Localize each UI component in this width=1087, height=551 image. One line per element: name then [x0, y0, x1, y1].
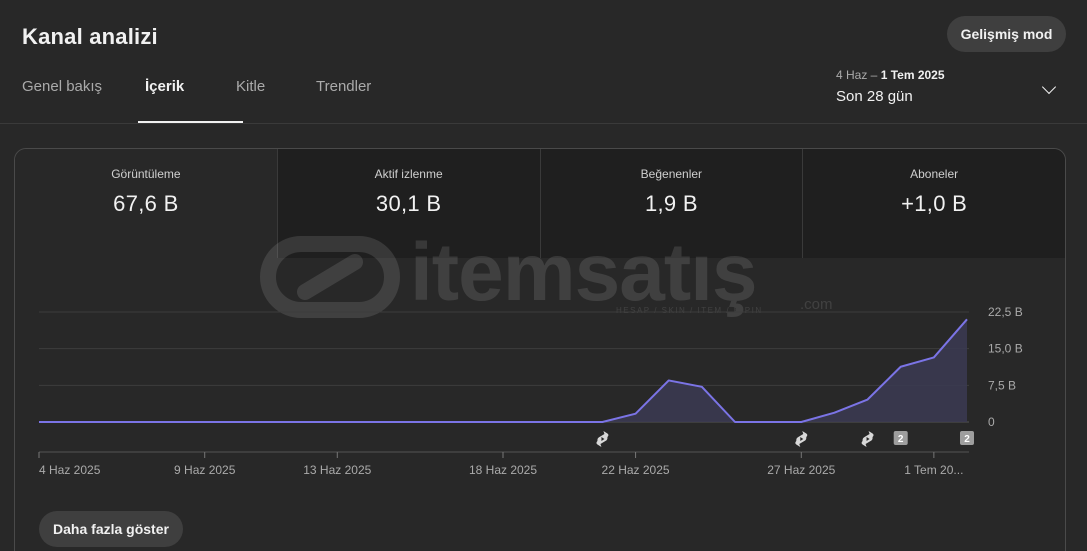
metric-likes[interactable]: Beğenenler 1,9 B — [540, 149, 804, 258]
x-tick-label: 22 Haz 2025 — [602, 463, 670, 477]
series-area — [39, 319, 967, 422]
date-range-picker[interactable]: 4 Haz – 1 Tem 2025 Son 28 gün — [836, 68, 1066, 112]
date-range-end: 1 Tem 2025 — [880, 68, 945, 82]
metric-engaged-views[interactable]: Aktif izlenme 30,1 B — [277, 149, 541, 258]
shorts-icon[interactable] — [596, 431, 609, 447]
count-badge-label: 2 — [964, 434, 970, 445]
y-tick-label: 0 — [988, 415, 995, 429]
metric-label: Aktif izlenme — [374, 167, 443, 181]
tab-divider — [0, 123, 1087, 124]
series-line — [39, 318, 968, 423]
x-tick-label: 27 Haz 2025 — [767, 463, 835, 477]
shorts-icon[interactable] — [861, 431, 874, 447]
y-tick-label: 15,0 B — [988, 342, 1023, 356]
y-tick-label: 7,5 B — [988, 378, 1016, 392]
shorts-icon[interactable] — [795, 431, 808, 447]
count-badge-label: 2 — [898, 434, 904, 445]
advanced-mode-button[interactable]: Gelişmiş mod — [947, 16, 1066, 52]
metric-views[interactable]: Görüntüleme 67,6 B — [15, 149, 278, 258]
metric-label: Aboneler — [910, 167, 959, 181]
page-title: Kanal analizi — [22, 24, 158, 49]
tab-bar: Genel bakış İçerik Kitle Trendler — [22, 78, 371, 124]
date-range-start: 4 Haz – — [836, 68, 878, 82]
metric-value: 30,1 B — [375, 191, 442, 216]
metric-tabs: Görüntüleme 67,6 B Aktif izlenme 30,1 B … — [15, 149, 1065, 258]
x-tick-label: 18 Haz 2025 — [469, 463, 537, 477]
count-badge — [893, 431, 908, 445]
x-tick-label: 1 Tem 20... — [904, 463, 963, 477]
metric-subscribers[interactable]: Aboneler +1,0 B — [803, 149, 1065, 258]
y-tick-label: 22,5 B — [988, 305, 1023, 319]
date-range-text: 4 Haz – 1 Tem 2025 — [836, 68, 1066, 82]
x-tick-label: 4 Haz 2025 — [39, 463, 101, 477]
show-more-button[interactable]: Daha fazla göster — [39, 511, 183, 547]
metric-label: Görüntüleme — [111, 167, 181, 181]
tab-content[interactable]: İçerik — [138, 78, 243, 124]
tab-audience[interactable]: Kitle — [236, 78, 266, 95]
count-badge — [960, 431, 974, 445]
metric-value: +1,0 B — [901, 191, 968, 216]
x-tick-label: 9 Haz 2025 — [174, 463, 236, 477]
metric-value: 1,9 B — [644, 191, 698, 216]
tab-trends[interactable]: Trendler — [316, 78, 372, 95]
metric-value: 67,6 B — [113, 191, 179, 216]
tab-overview[interactable]: Genel bakış — [22, 78, 103, 95]
x-tick-label: 13 Haz 2025 — [303, 463, 371, 477]
metric-label: Beğenenler — [640, 167, 703, 181]
date-range-label: Son 28 gün — [836, 88, 913, 105]
analytics-card: Görüntüleme 67,6 B Aktif izlenme 30,1 B … — [14, 148, 1066, 551]
